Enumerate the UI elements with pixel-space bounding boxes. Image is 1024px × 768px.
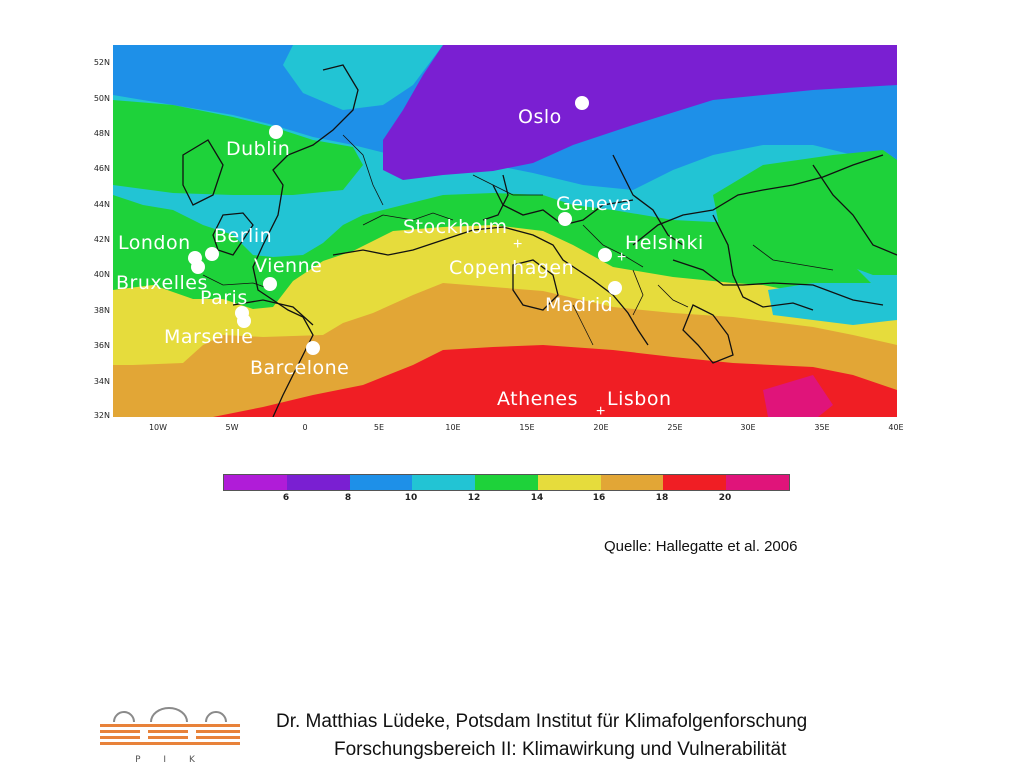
city-label: Lisbon (607, 388, 672, 410)
colorbar-swatch (537, 475, 601, 490)
colorbar-tick-label: 16 (592, 493, 606, 503)
colorbar-swatch (286, 475, 350, 490)
city-marker (598, 248, 612, 262)
lat-tick-label: 48N (93, 129, 110, 138)
city-label: London (118, 232, 191, 254)
cross-marker: + (617, 249, 627, 266)
colorbar-tick-label: 20 (718, 493, 732, 503)
lat-tick-label: 32N (93, 411, 110, 420)
city-label: Copenhagen (449, 257, 575, 279)
city-label: Barcelone (250, 357, 350, 379)
lon-tick-label: 5W (225, 423, 239, 432)
lon-tick-label: 25E (667, 423, 683, 432)
footer-department: Forschungsbereich II: Klimawirkung und V… (334, 739, 787, 760)
city-label: Helsinki (625, 232, 704, 254)
colorbar-tick-label: 14 (530, 493, 544, 503)
lon-tick-label: 20E (593, 423, 609, 432)
pik-logo: P I K (100, 707, 240, 765)
borders (202, 134, 834, 346)
colorbar-tick-label: 6 (282, 493, 290, 503)
colorbar-tick-label: 12 (467, 493, 481, 503)
city-label: Geneva (556, 193, 633, 215)
lat-tick-label: 42N (93, 235, 110, 244)
city-label: Dublin (226, 138, 291, 160)
colorbar-swatch (663, 475, 727, 490)
city-label: Oslo (518, 106, 562, 128)
lat-tick-label: 44N (93, 200, 110, 209)
colorbar-tick-label: 8 (344, 493, 352, 503)
city-marker (575, 96, 589, 110)
cross-marker: + (513, 236, 523, 253)
city-marker (269, 125, 283, 139)
colorbar-swatch (726, 475, 790, 490)
city-label: Marseille (164, 326, 254, 348)
pik-logo-text: P I K (135, 755, 205, 765)
city-label: Athenes (497, 388, 578, 410)
contour-band-gt-20 (763, 375, 833, 417)
city-marker (306, 341, 320, 355)
contour-band-10-12 (283, 45, 443, 110)
colorbar-swatch (224, 475, 287, 490)
city-label: Bruxelles (116, 272, 208, 294)
city-label: Vienne (254, 255, 323, 277)
contour-band-12-14 (713, 150, 897, 275)
city-marker (608, 281, 622, 295)
lon-tick-label: 5E (373, 423, 385, 432)
lat-tick-label: 38N (93, 306, 110, 315)
lon-tick-label: 0 (302, 423, 308, 432)
contour-band-10-12 (768, 283, 897, 325)
colorbar-swatch (349, 475, 413, 490)
temperature-contour-map (113, 45, 897, 417)
city-label: Berlin (214, 225, 273, 247)
temperature-colorbar (223, 474, 790, 491)
city-label: Paris (200, 287, 248, 309)
city-marker (558, 212, 572, 226)
colorbar-tick-label: 18 (655, 493, 669, 503)
lon-tick-label: 10W (148, 423, 168, 432)
colorbar-swatch (600, 475, 664, 490)
lon-tick-label: 15E (519, 423, 535, 432)
colorbar-tick-label: 10 (404, 493, 418, 503)
lon-tick-label: 30E (740, 423, 756, 432)
climate-analogue-map (113, 45, 897, 417)
lat-tick-label: 46N (93, 164, 110, 173)
lon-tick-label: 10E (445, 423, 461, 432)
cross-marker: + (596, 403, 606, 420)
city-label: Stockholm (403, 216, 508, 238)
lat-tick-label: 50N (93, 94, 110, 103)
city-marker (237, 314, 251, 328)
city-marker (263, 277, 277, 291)
contour-band-12-14 (113, 100, 363, 195)
lat-tick-label: 36N (93, 341, 110, 350)
city-marker (191, 260, 205, 274)
source-citation: Quelle: Hallegatte et al. 2006 (604, 538, 798, 555)
lon-tick-label: 35E (814, 423, 830, 432)
city-label: Madrid (545, 294, 614, 316)
lon-tick-label: 40E (888, 423, 904, 432)
lat-tick-label: 34N (93, 377, 110, 386)
lat-tick-label: 40N (93, 270, 110, 279)
city-marker (205, 247, 219, 261)
lat-tick-label: 52N (93, 58, 110, 67)
footer-author: Dr. Matthias Lüdeke, Potsdam Institut fü… (276, 711, 808, 732)
contour-band-6-8 (383, 45, 897, 180)
colorbar-swatch (475, 475, 538, 490)
colorbar-swatch (412, 475, 476, 490)
